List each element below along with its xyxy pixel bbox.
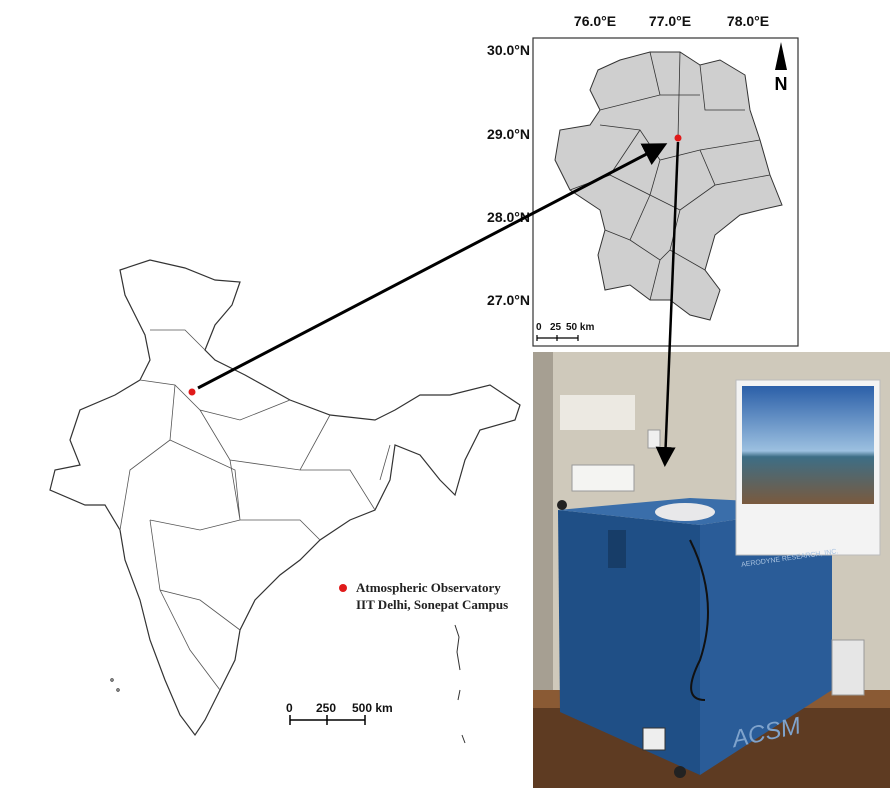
instrument-photo: ACSM AERODYNE RESEARCH, INC. bbox=[533, 352, 890, 788]
latitude-label: 27.0°N bbox=[487, 292, 530, 308]
legend-text: Atmospheric Observatory bbox=[356, 580, 501, 595]
india-outline bbox=[50, 260, 520, 735]
legend-text: IIT Delhi, Sonepat Campus bbox=[356, 597, 508, 612]
longitude-label: 77.0°E bbox=[649, 13, 691, 29]
scale-label: 0 bbox=[536, 322, 542, 333]
scale-label: 250 bbox=[316, 701, 336, 715]
shape bbox=[608, 530, 626, 568]
figure: Atmospheric Observatory IIT Delhi, Sonep… bbox=[0, 0, 890, 788]
shape bbox=[572, 465, 634, 491]
latitude-label: 30.0°N bbox=[487, 42, 530, 58]
latitude-label: 29.0°N bbox=[487, 126, 530, 142]
shape bbox=[111, 679, 113, 681]
scale-bar bbox=[290, 715, 365, 725]
scale-label: 500 km bbox=[352, 701, 393, 715]
shape bbox=[655, 503, 715, 521]
shape bbox=[557, 500, 567, 510]
north-label: N bbox=[775, 74, 788, 94]
shape bbox=[648, 430, 660, 448]
legend-marker bbox=[339, 584, 347, 592]
shape bbox=[832, 640, 864, 695]
scale-label: 50 km bbox=[566, 322, 594, 333]
shape bbox=[742, 386, 874, 504]
inset-map: 76.0°E 77.0°E 78.0°E 30.0°N 29.0°N 28.0°… bbox=[487, 13, 798, 346]
observatory-marker bbox=[189, 389, 196, 396]
shape bbox=[455, 625, 465, 743]
observatory-marker bbox=[675, 135, 682, 142]
india-map: Atmospheric Observatory IIT Delhi, Sonep… bbox=[50, 260, 520, 743]
scale-label: 25 bbox=[550, 322, 562, 333]
longitude-label: 76.0°E bbox=[574, 13, 616, 29]
shape bbox=[674, 766, 686, 778]
shape bbox=[643, 728, 665, 750]
shape bbox=[117, 689, 119, 691]
shape bbox=[560, 395, 635, 430]
longitude-label: 78.0°E bbox=[727, 13, 769, 29]
scale-label: 0 bbox=[286, 701, 293, 715]
